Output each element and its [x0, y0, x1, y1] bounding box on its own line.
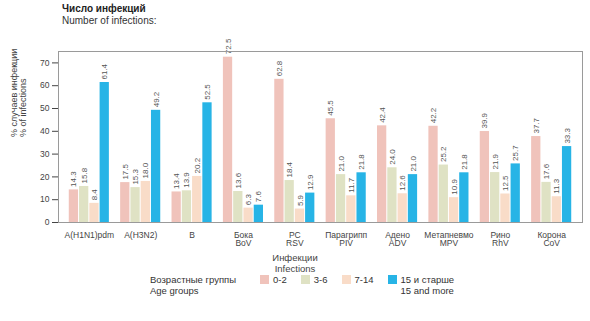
- svg-text:МетапневмоMPV: МетапневмоMPV: [424, 230, 473, 249]
- svg-text:18.4: 18.4: [285, 161, 294, 177]
- svg-text:49.2: 49.2: [152, 91, 161, 107]
- svg-text:21.9: 21.9: [491, 153, 500, 169]
- svg-text:61.4: 61.4: [100, 63, 109, 79]
- svg-text:20.2: 20.2: [193, 157, 202, 173]
- svg-text:39.9: 39.9: [480, 112, 489, 128]
- svg-text:17.5: 17.5: [121, 163, 130, 179]
- svg-text:37.7: 37.7: [532, 117, 541, 133]
- svg-text:12.5: 12.5: [501, 175, 510, 191]
- svg-text:12.6: 12.6: [398, 175, 407, 191]
- svg-text:КоронаCoV: КоронаCoV: [537, 230, 566, 249]
- html-text:Инфекции Infections: Инфекции Infections: [272, 252, 318, 274]
- svg-text:60: 60: [40, 80, 50, 90]
- svg-text:0: 0: [45, 217, 50, 227]
- html-text:Возрастные группы Age groups: Возрастные группы Age groups: [150, 274, 236, 296]
- svg-text:21.0: 21.0: [409, 155, 418, 171]
- svg-text:17.6: 17.6: [542, 163, 551, 179]
- html-text:Число инфекций: Число инфекций: [62, 3, 146, 14]
- svg-text:21.8: 21.8: [357, 154, 366, 170]
- svg-text:10: 10: [40, 194, 50, 204]
- html-text:15 и старше 15 and more: 15 и старше 15 and more: [400, 274, 455, 296]
- svg-text:62.8: 62.8: [275, 60, 284, 76]
- svg-text:11.3: 11.3: [552, 178, 561, 194]
- svg-text:АденоADV: АденоADV: [385, 230, 410, 249]
- html-text:7-14: 7-14: [354, 274, 374, 285]
- svg-text:11.7: 11.7: [347, 177, 356, 193]
- svg-text:21.0: 21.0: [337, 155, 346, 171]
- svg-text:14.3: 14.3: [69, 171, 78, 187]
- svg-text:РСRSV: РСRSV: [286, 230, 304, 249]
- html-text:3-6: 3-6: [313, 274, 328, 285]
- svg-text:8.4: 8.4: [90, 189, 99, 201]
- svg-text:42.4: 42.4: [378, 107, 387, 123]
- svg-text:70: 70: [40, 58, 50, 68]
- svg-text:25.2: 25.2: [439, 146, 448, 162]
- svg-text:5.9: 5.9: [296, 194, 305, 206]
- svg-text:42.2: 42.2: [429, 107, 438, 123]
- svg-text:6.3: 6.3: [244, 193, 253, 205]
- svg-text:21.8: 21.8: [460, 154, 469, 170]
- svg-text:13.4: 13.4: [172, 173, 181, 189]
- svg-text:33.3: 33.3: [563, 127, 572, 143]
- svg-text:12.9: 12.9: [306, 174, 315, 190]
- svg-text:18.0: 18.0: [141, 162, 150, 178]
- svg-text:50: 50: [40, 103, 50, 113]
- svg-text:% случаев инфекции% of infecti: % случаев инфекции% of infections: [9, 49, 28, 137]
- svg-text:РиноRhV: РиноRhV: [490, 230, 510, 249]
- svg-text:13.9: 13.9: [182, 172, 191, 188]
- svg-text:30: 30: [40, 149, 50, 159]
- svg-text:15.3: 15.3: [131, 168, 140, 184]
- svg-text:45.5: 45.5: [326, 100, 335, 116]
- svg-text:72.5: 72.5: [223, 38, 233, 55]
- svg-text:52.5: 52.5: [203, 84, 212, 100]
- svg-text:20: 20: [40, 172, 50, 182]
- svg-text:10.9: 10.9: [450, 179, 459, 195]
- html-text:0-2: 0-2: [273, 274, 287, 285]
- svg-text:A(H1N1)pdm: A(H1N1)pdm: [65, 230, 115, 240]
- svg-text:24.0: 24.0: [388, 149, 397, 165]
- svg-text:БокаBoV: БокаBoV: [234, 230, 253, 249]
- svg-text:A(H3N2): A(H3N2): [124, 230, 157, 240]
- svg-text:B: B: [189, 230, 195, 240]
- svg-text:40: 40: [40, 126, 50, 136]
- svg-text:13.6: 13.6: [234, 172, 243, 188]
- svg-text:ПарагриппPIV: ПарагриппPIV: [325, 230, 367, 249]
- svg-text:7.6: 7.6: [254, 191, 263, 203]
- svg-text:25.7: 25.7: [511, 145, 520, 161]
- svg-text:15.8: 15.8: [80, 167, 89, 183]
- html-text:Number of infections:: Number of infections:: [62, 15, 157, 26]
